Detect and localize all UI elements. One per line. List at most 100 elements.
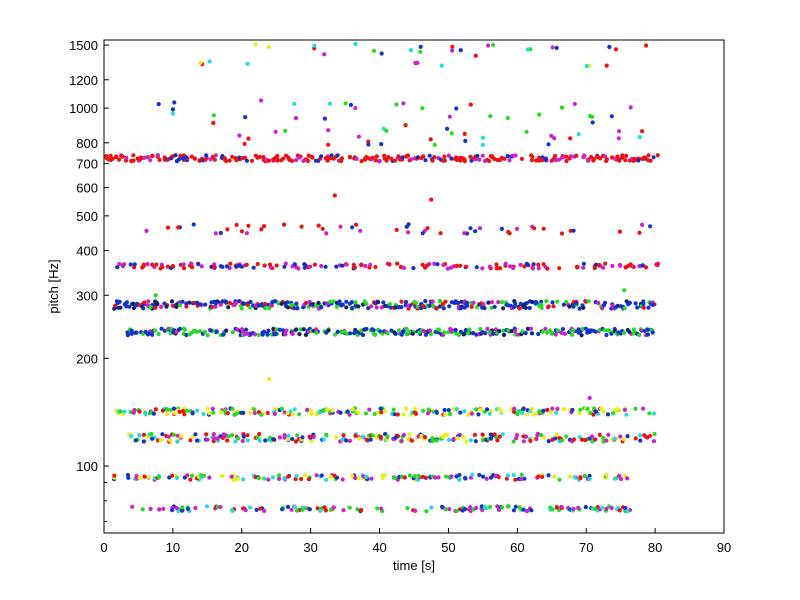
data-point: [532, 226, 537, 231]
data-point: [523, 331, 528, 336]
data-point: [274, 327, 279, 332]
data-point: [341, 433, 346, 438]
data-point: [300, 507, 305, 512]
data-point: [368, 262, 373, 267]
data-point: [373, 264, 378, 270]
x-tick-label: 90: [717, 540, 731, 555]
data-point: [456, 332, 461, 337]
data-point: [326, 142, 331, 147]
data-point: [247, 505, 253, 510]
data-point: [322, 505, 327, 510]
data-point: [631, 327, 637, 332]
data-point: [294, 508, 300, 513]
data-point: [369, 476, 374, 481]
data-point: [477, 472, 482, 478]
data-point: [473, 439, 478, 444]
data-point: [203, 157, 208, 162]
data-point: [519, 477, 524, 482]
data-point: [307, 507, 312, 512]
data-point: [546, 473, 551, 478]
data-point: [530, 266, 536, 271]
data-point: [393, 435, 398, 440]
data-point: [578, 476, 583, 481]
data-point: [557, 477, 562, 482]
x-axis: 0 10 20 30 40 50 60 70 80 90: [100, 528, 731, 555]
data-point: [205, 333, 210, 338]
data-point: [473, 53, 478, 58]
data-point: [387, 302, 392, 307]
data-point: [286, 474, 291, 479]
data-point: [419, 433, 424, 438]
data-point: [132, 262, 137, 267]
data-point: [606, 432, 611, 437]
data-point: [648, 224, 653, 229]
data-point: [413, 300, 419, 305]
data-point: [621, 437, 626, 442]
data-point: [403, 299, 409, 305]
data-point: [129, 328, 134, 333]
data-point: [168, 438, 173, 443]
data-point: [394, 227, 399, 232]
data-point: [559, 105, 565, 110]
data-point: [219, 410, 224, 415]
data-point: [283, 332, 288, 337]
data-point: [429, 505, 434, 510]
data-point: [571, 506, 576, 511]
data-point: [506, 504, 511, 509]
data-point: [641, 406, 646, 411]
data-point: [379, 305, 384, 310]
data-point: [142, 474, 147, 479]
data-point: [335, 329, 340, 334]
data-point: [462, 159, 467, 164]
data-point: [372, 411, 377, 417]
data-point: [193, 432, 198, 437]
data-point: [213, 301, 218, 306]
data-point: [612, 476, 617, 481]
data-point: [230, 406, 235, 411]
y-axis: 100 200 300 400 500 600 700 800 1000 1200 1500: [69, 38, 109, 522]
data-point: [430, 158, 435, 163]
data-point: [576, 505, 581, 510]
data-point: [242, 141, 247, 146]
data-point: [415, 60, 420, 65]
data-point: [584, 64, 589, 69]
data-point: [429, 197, 434, 202]
data-point: [395, 412, 400, 417]
data-point: [344, 262, 349, 267]
data-point: [145, 155, 150, 160]
y-tick-label: 700: [76, 157, 98, 172]
data-point: [123, 301, 128, 306]
data-point: [488, 475, 494, 480]
data-point: [501, 306, 506, 311]
data-point: [265, 332, 270, 337]
data-point: [348, 102, 353, 107]
data-point: [195, 408, 200, 413]
data-point: [627, 329, 632, 334]
data-point: [170, 303, 176, 308]
data-point: [360, 332, 366, 338]
data-point: [604, 332, 609, 338]
data-point: [574, 301, 579, 306]
data-point: [499, 226, 504, 231]
data-point: [446, 437, 452, 442]
data-point: [198, 302, 203, 307]
data-point: [445, 266, 450, 271]
data-point: [266, 328, 271, 333]
data-point: [345, 409, 350, 414]
data-point: [371, 48, 377, 54]
data-point: [241, 477, 246, 482]
data-point: [413, 406, 418, 411]
data-point: [297, 412, 302, 417]
data-point: [505, 115, 510, 121]
data-point: [530, 299, 535, 305]
data-point: [117, 261, 122, 267]
data-point: [319, 154, 324, 159]
data-point: [221, 332, 226, 337]
data-point: [274, 263, 279, 268]
data-point: [469, 304, 474, 309]
data-point: [331, 505, 336, 510]
data-point: [446, 330, 451, 335]
data-point: [640, 129, 645, 134]
data-point: [290, 436, 295, 442]
data-point: [258, 506, 263, 511]
